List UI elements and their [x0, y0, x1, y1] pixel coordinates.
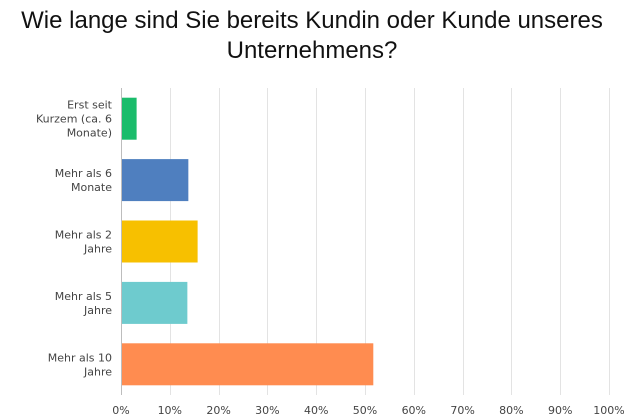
bar-2[interactable] — [122, 220, 198, 263]
x-tick-label: 30% — [255, 404, 279, 417]
x-tick-label: 70% — [450, 404, 474, 417]
x-tick-label: 80% — [499, 404, 523, 417]
category-label: Mehr als 10 Jahre — [48, 351, 113, 378]
bar-0[interactable] — [122, 97, 137, 140]
category-label: Erst seit Kurzem (ca. 6 Monate) — [36, 99, 113, 140]
category-label: Mehr als 6 Monate — [55, 167, 113, 194]
chart-title-line-1: Wie lange sind Sie bereits Kundin oder K… — [21, 7, 603, 34]
bars — [122, 97, 374, 386]
x-tick-label: 50% — [353, 404, 377, 417]
chart-title-line-2: Unternehmens? — [226, 37, 398, 64]
x-tick-label: 40% — [304, 404, 328, 417]
x-tick-label: 100% — [593, 404, 624, 417]
category-label: Mehr als 2 Jahre — [55, 229, 113, 256]
bar-4[interactable] — [122, 343, 374, 386]
x-tick-label: 90% — [548, 404, 572, 417]
bar-3[interactable] — [122, 281, 188, 324]
x-tick-labels: 0% 10% 20% 30% 40% 50% 60% 70% 80% 90% 100% — [112, 404, 624, 417]
x-tick-label: 10% — [158, 404, 182, 417]
bar-1[interactable] — [122, 159, 189, 202]
x-tick-label: 0% — [112, 404, 129, 417]
category-label: Mehr als 5 Jahre — [55, 290, 113, 317]
chart-title: Wie lange sind Sie bereits Kundin oder K… — [0, 6, 624, 66]
x-tick-label: 60% — [402, 404, 426, 417]
x-tick-label: 20% — [206, 404, 230, 417]
